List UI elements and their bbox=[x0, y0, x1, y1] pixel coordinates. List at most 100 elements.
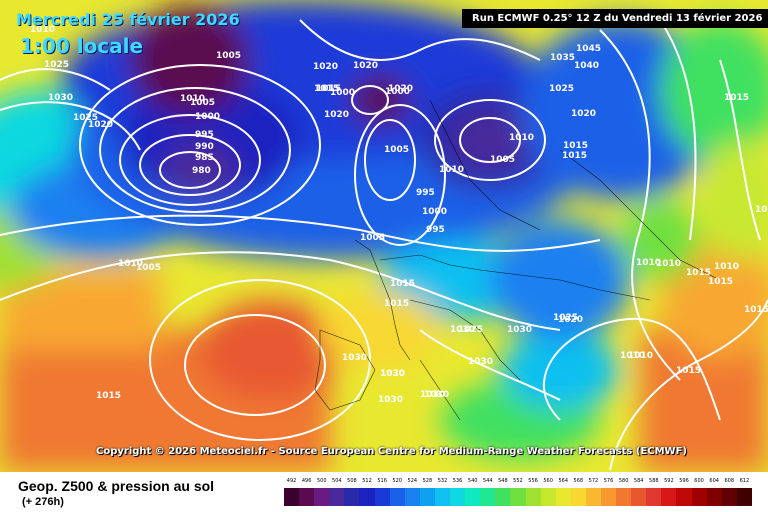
isobar-label: 1000 bbox=[422, 207, 447, 217]
isobar-label: 1010 bbox=[118, 259, 143, 269]
forecast-date: Mercredi 25 février 2026 bbox=[16, 10, 240, 29]
legend-value: 580 bbox=[618, 478, 629, 484]
legend-value: 592 bbox=[664, 478, 674, 484]
legend-swatch bbox=[359, 488, 375, 506]
country-borders bbox=[314, 99, 721, 421]
footer-bar: Geop. Z500 & pression au sol (+ 276h) 49… bbox=[0, 472, 768, 512]
isobar-label: 995 bbox=[195, 130, 214, 140]
isobar-label: 980 bbox=[192, 166, 211, 176]
legend-swatch bbox=[404, 488, 420, 506]
legend-value: 604 bbox=[709, 478, 719, 484]
isobar-label: 1005 bbox=[360, 233, 385, 243]
legend-swatch bbox=[465, 488, 481, 506]
isobar-label: 1020 bbox=[558, 315, 583, 325]
legend-swatch bbox=[389, 488, 405, 506]
isobar-label: 1005 bbox=[136, 263, 161, 273]
isobar-label: 1015 bbox=[562, 151, 587, 161]
isobar-label: 1025 bbox=[44, 60, 69, 70]
legend-value: 524 bbox=[407, 478, 418, 484]
color-legend: 492 496 500 504 508 512 516 520 524 528 532 536 540 5… bbox=[284, 478, 752, 506]
isobar-label: 1000 bbox=[385, 87, 410, 97]
isobar-label: 1015 bbox=[563, 141, 588, 151]
legend-value: 508 bbox=[347, 478, 357, 484]
legend-swatch bbox=[570, 488, 586, 506]
isobar-label: 1030 bbox=[420, 390, 445, 400]
isobar-label: 1030 bbox=[380, 369, 405, 379]
isobar-label: 1040 bbox=[574, 61, 599, 71]
isobar-label: 1005 bbox=[384, 145, 409, 155]
isobar-label: 1015 bbox=[676, 366, 701, 376]
legend-swatch bbox=[616, 488, 632, 506]
legend-value: 600 bbox=[694, 478, 704, 484]
isobar-label: 1030 bbox=[450, 325, 475, 335]
isobar-label: 1030 bbox=[380, 369, 405, 379]
legend-swatch bbox=[329, 488, 345, 506]
isobar-lines bbox=[0, 19, 768, 471]
variable-title: Geop. Z500 & pression au sol bbox=[18, 478, 215, 494]
legend-value: 504 bbox=[332, 478, 342, 484]
isobar-label: 1015 bbox=[744, 305, 768, 315]
forecast-local-time: 1:00 locale bbox=[20, 34, 144, 58]
legend-swatch bbox=[284, 488, 300, 506]
isobar-label: 1045 bbox=[576, 44, 601, 54]
legend-value: 544 bbox=[482, 478, 493, 484]
legend-swatch bbox=[631, 488, 647, 506]
legend-value: 492 bbox=[286, 478, 297, 484]
isobar-label: 995 bbox=[426, 225, 445, 235]
isobar-label: 1015 bbox=[314, 84, 339, 94]
legend-swatch bbox=[525, 488, 541, 506]
legend-value: 608 bbox=[724, 478, 735, 484]
legend-swatches bbox=[284, 488, 752, 506]
legend-swatch bbox=[434, 488, 451, 506]
legend-value: 500 bbox=[316, 478, 327, 484]
isobar-label: 1020 bbox=[313, 62, 338, 72]
copyright-notice: Copyright © 2026 Meteociel.fr - Source E… bbox=[96, 446, 687, 457]
legend-value: 556 bbox=[528, 478, 538, 484]
run-info: Run ECMWF 0.25° 12 Z du Vendredi 13 févr… bbox=[462, 9, 768, 28]
isobar-label: 1010 bbox=[636, 258, 661, 268]
legend-values: 492 496 500 504 508 512 516 520 524 528 532 536 540 5… bbox=[284, 478, 752, 488]
legend-value: 564 bbox=[558, 478, 568, 484]
isobar-label: 1020 bbox=[88, 120, 113, 130]
isobar-label: 1020 bbox=[571, 109, 596, 119]
isobar-label: 1015 bbox=[724, 93, 749, 103]
legend-swatch bbox=[495, 488, 511, 506]
legend-value: 496 bbox=[301, 478, 312, 484]
isobar-label: 1025 bbox=[458, 325, 483, 335]
isobar-label: 1005 bbox=[490, 155, 515, 165]
isobar-label: 995 bbox=[416, 188, 435, 198]
legend-swatch bbox=[419, 488, 435, 506]
legend-swatch bbox=[721, 488, 737, 506]
isobar-label: 1010 bbox=[628, 351, 653, 361]
isobar-label: 1035 bbox=[550, 53, 575, 63]
isobar-label: 1005 bbox=[190, 98, 215, 108]
legend-value: 596 bbox=[679, 478, 689, 484]
legend-value: 572 bbox=[588, 478, 599, 484]
isobar-label: 1015 bbox=[390, 279, 415, 289]
lead-time: (+ 276h) bbox=[22, 496, 64, 508]
isobar-label: 1015 bbox=[708, 277, 733, 287]
isobar-label: 1025 bbox=[553, 313, 578, 323]
isobar-label: 1030 bbox=[424, 390, 449, 400]
legend-value: 532 bbox=[437, 478, 448, 484]
isobar-label: 1015 bbox=[316, 84, 341, 94]
isobar-label: 1030 bbox=[507, 325, 532, 335]
legend-value: 512 bbox=[362, 478, 372, 484]
isobar-label: 1010 bbox=[714, 262, 739, 272]
legend-swatch bbox=[510, 488, 526, 506]
legend-swatch bbox=[299, 488, 315, 506]
legend-swatch bbox=[676, 488, 692, 506]
isobar-label: 1030 bbox=[468, 357, 493, 367]
legend-value: 520 bbox=[392, 478, 402, 484]
isobar-label: 1010 bbox=[180, 94, 205, 104]
map-canvas: 1010102510301025102010101005100510009959… bbox=[0, 0, 768, 472]
legend-swatch bbox=[480, 488, 496, 506]
isobar-label: 1015 bbox=[686, 268, 711, 278]
legend-swatch bbox=[736, 488, 752, 506]
legend-swatch bbox=[314, 488, 330, 506]
legend-swatch bbox=[555, 488, 571, 506]
isobar-label: 1010 bbox=[439, 165, 464, 175]
isobar-label: 1025 bbox=[73, 113, 98, 123]
legend-value: 576 bbox=[603, 478, 614, 484]
legend-swatch bbox=[646, 488, 662, 506]
